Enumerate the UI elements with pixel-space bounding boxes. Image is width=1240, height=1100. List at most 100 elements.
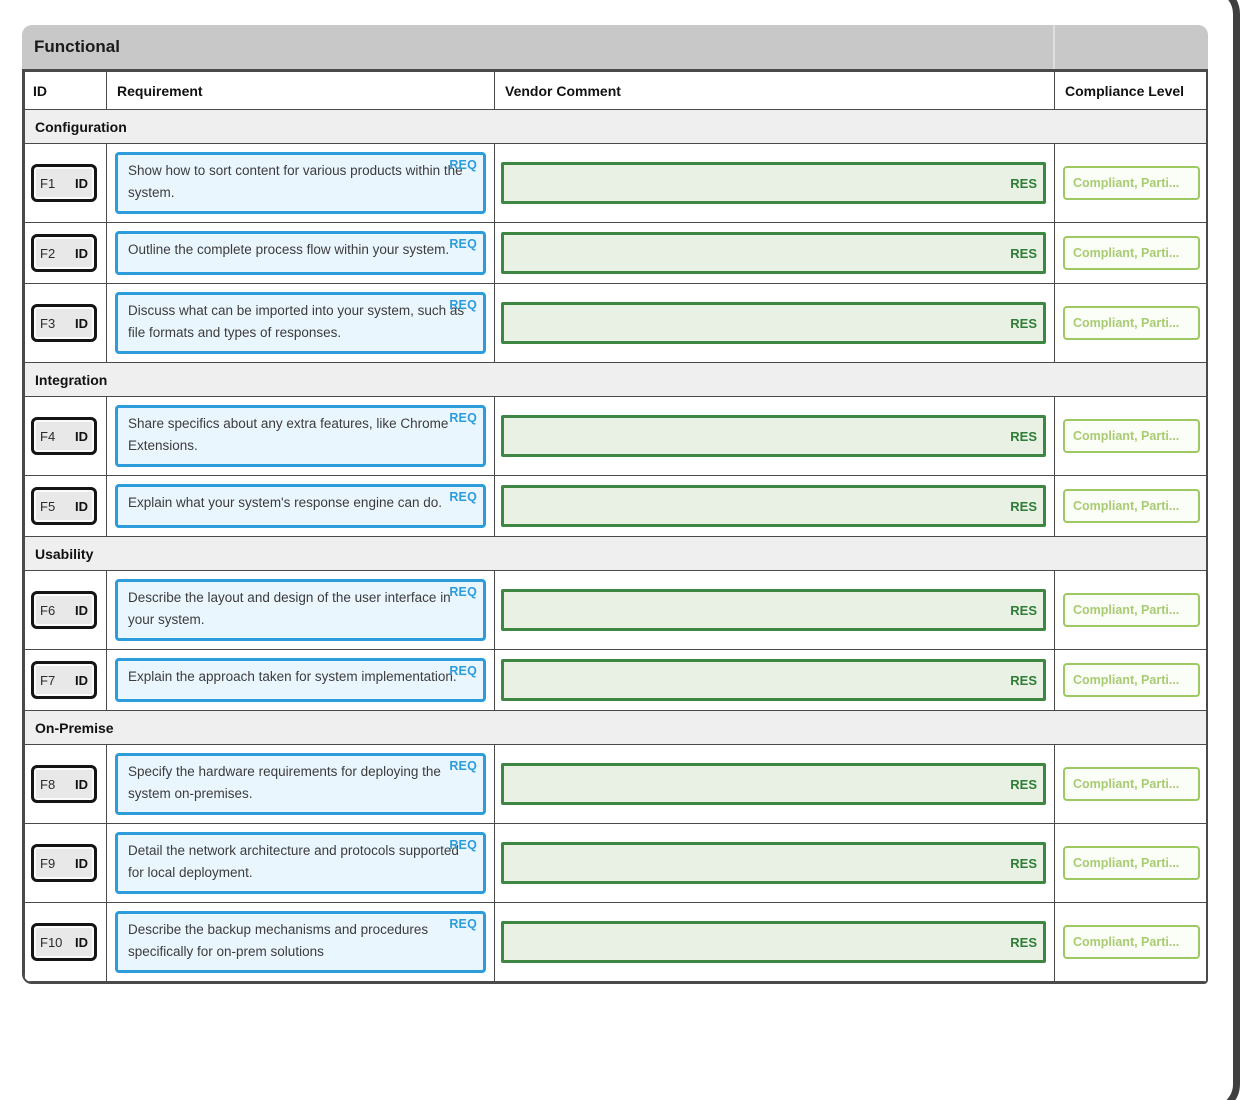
vendor-comment-box[interactable]: RES bbox=[501, 763, 1046, 805]
requirement-text: Share specifics about any extra features… bbox=[128, 416, 449, 453]
compliance-select[interactable]: Compliant, Parti... bbox=[1063, 306, 1200, 340]
section-row-usability: Usability bbox=[24, 536, 1206, 571]
res-flag: RES bbox=[1010, 776, 1037, 792]
res-flag: RES bbox=[1010, 498, 1037, 514]
id-tag: ID bbox=[75, 672, 88, 688]
res-flag: RES bbox=[1010, 315, 1037, 331]
compliance-select[interactable]: Compliant, Parti... bbox=[1063, 663, 1200, 697]
vendor-comment-box[interactable]: RES bbox=[501, 302, 1046, 344]
id-badge[interactable]: F4 ID bbox=[31, 417, 97, 455]
res-flag: RES bbox=[1010, 672, 1037, 688]
compliance-select[interactable]: Compliant, Parti... bbox=[1063, 925, 1200, 959]
section-label: On-Premise bbox=[24, 710, 1206, 745]
column-header-row: ID Requirement Vendor Comment Compliance… bbox=[24, 71, 1206, 110]
requirement-text: Detail the network architecture and prot… bbox=[128, 843, 459, 880]
header-divider bbox=[1053, 25, 1055, 69]
requirement-text: Describe the layout and design of the us… bbox=[128, 590, 451, 627]
id-badge[interactable]: F3 ID bbox=[31, 304, 97, 342]
id-tag: ID bbox=[75, 498, 88, 514]
id-badge[interactable]: F7 ID bbox=[31, 661, 97, 699]
compliance-select[interactable]: Compliant, Parti... bbox=[1063, 489, 1200, 523]
id-badge[interactable]: F6 ID bbox=[31, 591, 97, 629]
vendor-comment-box[interactable]: RES bbox=[501, 415, 1046, 457]
requirement-box[interactable]: Explain the approach taken for system im… bbox=[115, 658, 486, 702]
row-id: F4 bbox=[40, 428, 56, 444]
req-flag: REQ bbox=[449, 411, 477, 425]
id-badge[interactable]: F9 ID bbox=[31, 844, 97, 882]
compliance-select[interactable]: Compliant, Parti... bbox=[1063, 593, 1200, 627]
res-flag: RES bbox=[1010, 245, 1037, 261]
id-badge[interactable]: F1 ID bbox=[31, 164, 97, 202]
row-id: F8 bbox=[40, 776, 56, 792]
row-id: F2 bbox=[40, 245, 56, 261]
table-row: F1 ID Show how to sort content for vario… bbox=[24, 143, 1206, 223]
column-header-requirement: Requirement bbox=[106, 71, 495, 110]
requirement-box[interactable]: Outline the complete process flow within… bbox=[115, 231, 486, 275]
res-flag: RES bbox=[1010, 934, 1037, 950]
column-header-compliance-level: Compliance Level bbox=[1054, 71, 1206, 110]
vendor-comment-box[interactable]: RES bbox=[501, 232, 1046, 274]
requirement-box[interactable]: Share specifics about any extra features… bbox=[115, 405, 486, 467]
id-badge[interactable]: F8 ID bbox=[31, 765, 97, 803]
res-flag: RES bbox=[1010, 602, 1037, 618]
id-badge[interactable]: F10 ID bbox=[31, 923, 97, 961]
requirement-box[interactable]: Discuss what can be imported into your s… bbox=[115, 292, 486, 354]
section-label: Integration bbox=[24, 362, 1206, 397]
id-tag: ID bbox=[75, 602, 88, 618]
compliance-value: Compliant, Parti... bbox=[1073, 777, 1180, 791]
req-flag: REQ bbox=[449, 759, 477, 773]
table-row: F2 ID Outline the complete process flow … bbox=[24, 222, 1206, 284]
compliance-select[interactable]: Compliant, Parti... bbox=[1063, 236, 1200, 270]
vendor-comment-box[interactable]: RES bbox=[501, 589, 1046, 631]
id-badge[interactable]: F5 ID bbox=[31, 487, 97, 525]
panel-header: Functional bbox=[22, 25, 1208, 69]
section-label: Configuration bbox=[24, 109, 1206, 144]
compliance-value: Compliant, Parti... bbox=[1073, 246, 1180, 260]
row-id: F5 bbox=[40, 498, 56, 514]
requirement-text: Describe the backup mechanisms and proce… bbox=[128, 922, 429, 959]
vendor-comment-box[interactable]: RES bbox=[501, 485, 1046, 527]
section-label: Usability bbox=[24, 536, 1206, 571]
column-header-vendor-comment: Vendor Comment bbox=[494, 71, 1055, 110]
compliance-value: Compliant, Parti... bbox=[1073, 316, 1180, 330]
vendor-comment-box[interactable]: RES bbox=[501, 921, 1046, 963]
requirement-box[interactable]: Specify the hardware requirements for de… bbox=[115, 753, 486, 815]
vendor-comment-box[interactable]: RES bbox=[501, 162, 1046, 204]
compliance-value: Compliant, Parti... bbox=[1073, 856, 1180, 870]
requirement-box[interactable]: Describe the layout and design of the us… bbox=[115, 579, 486, 641]
compliance-select[interactable]: Compliant, Parti... bbox=[1063, 166, 1200, 200]
row-id: F7 bbox=[40, 672, 56, 688]
id-badge[interactable]: F2 ID bbox=[31, 234, 97, 272]
section-row-on-premise: On-Premise bbox=[24, 710, 1206, 745]
requirement-box[interactable]: Detail the network architecture and prot… bbox=[115, 832, 486, 894]
requirement-box[interactable]: Describe the backup mechanisms and proce… bbox=[115, 911, 486, 973]
functional-panel: Functional ID Requirement Vendor Comment… bbox=[22, 25, 1208, 984]
requirement-text: Outline the complete process flow within… bbox=[128, 242, 450, 257]
compliance-value: Compliant, Parti... bbox=[1073, 429, 1180, 443]
req-flag: REQ bbox=[449, 158, 477, 172]
requirement-text: Specify the hardware requirements for de… bbox=[128, 764, 441, 801]
requirement-box[interactable]: Explain what your system's response engi… bbox=[115, 484, 486, 528]
table-row: F7 ID Explain the approach taken for sys… bbox=[24, 649, 1206, 711]
compliance-select[interactable]: Compliant, Parti... bbox=[1063, 767, 1200, 801]
compliance-select[interactable]: Compliant, Parti... bbox=[1063, 419, 1200, 453]
req-flag: REQ bbox=[449, 838, 477, 852]
requirement-text: Explain the approach taken for system im… bbox=[128, 669, 457, 684]
requirement-box[interactable]: Show how to sort content for various pro… bbox=[115, 152, 486, 214]
compliance-select[interactable]: Compliant, Parti... bbox=[1063, 846, 1200, 880]
table-row: F4 ID Share specifics about any extra fe… bbox=[24, 396, 1206, 476]
panel-title: Functional bbox=[34, 37, 120, 56]
id-tag: ID bbox=[75, 934, 88, 950]
row-id: F6 bbox=[40, 602, 56, 618]
table-row: F9 ID Detail the network architecture an… bbox=[24, 823, 1206, 903]
res-flag: RES bbox=[1010, 175, 1037, 191]
req-flag: REQ bbox=[449, 664, 477, 678]
table-row: F8 ID Specify the hardware requirements … bbox=[24, 744, 1206, 824]
vendor-comment-box[interactable]: RES bbox=[501, 659, 1046, 701]
row-id: F9 bbox=[40, 855, 56, 871]
column-header-id: ID bbox=[24, 71, 107, 110]
compliance-value: Compliant, Parti... bbox=[1073, 176, 1180, 190]
vendor-comment-box[interactable]: RES bbox=[501, 842, 1046, 884]
requirement-text: Explain what your system's response engi… bbox=[128, 495, 443, 510]
requirements-table: ID Requirement Vendor Comment Compliance… bbox=[22, 69, 1208, 984]
